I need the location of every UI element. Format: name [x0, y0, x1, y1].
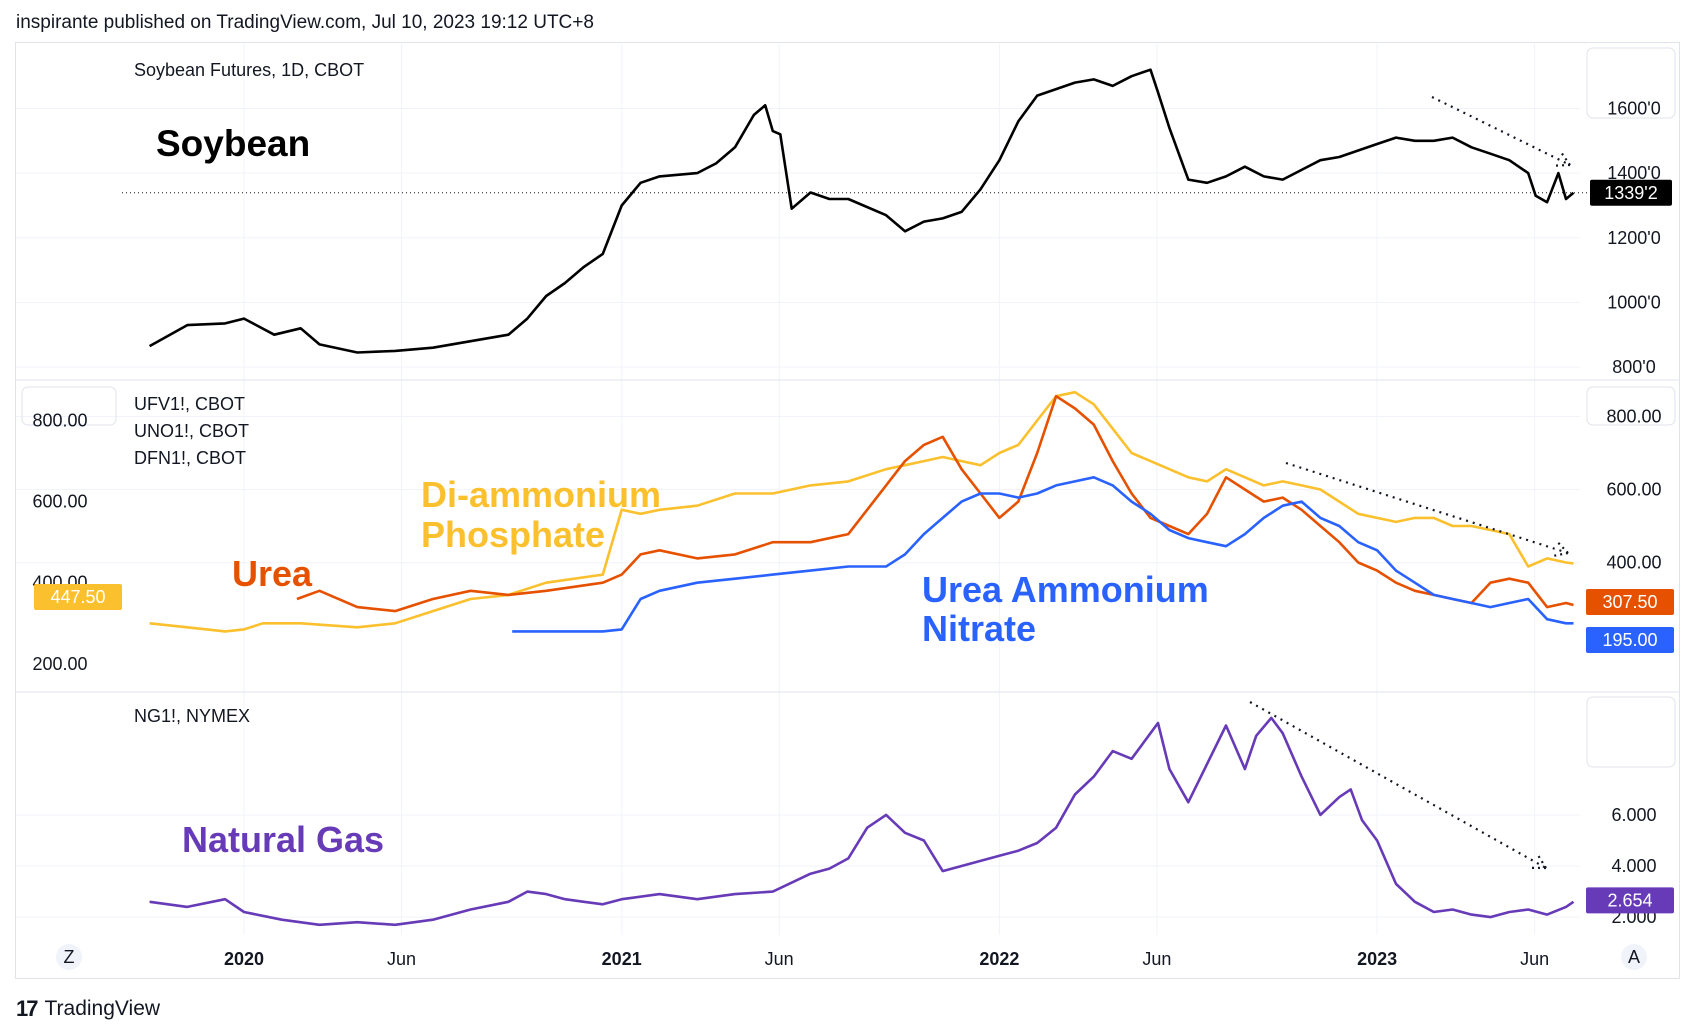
- natgas-series-line[interactable]: [149, 716, 1575, 927]
- uan-price-tag-bg: [1586, 627, 1674, 653]
- uno-legend[interactable]: UNO1!, CBOT: [134, 421, 249, 441]
- dap-price-tag-label: 447.50: [50, 587, 105, 607]
- uan-series-line[interactable]: [512, 475, 1574, 633]
- z-button-label[interactable]: Z: [64, 947, 75, 967]
- a-button-label[interactable]: A: [1628, 947, 1640, 967]
- footer: 17 TradingView: [16, 996, 160, 1022]
- dap-annotation-line2: Phosphate: [421, 514, 605, 555]
- zoom-reset-button[interactable]: Z: [56, 944, 82, 970]
- ng-scale-box[interactable]: [1586, 696, 1676, 768]
- fert-left-y-tick: 200.00: [32, 654, 87, 674]
- soybean-trend-arrow-head-a: [1551, 163, 1571, 167]
- soybean-scale-box[interactable]: [1586, 47, 1676, 119]
- fert-right-y-tick: 400.00: [1606, 553, 1661, 573]
- trend-lines: [1249, 96, 1571, 870]
- tradingview-brand[interactable]: TradingView: [44, 997, 161, 1020]
- ng-legend-title[interactable]: NG1!, NYMEX: [134, 706, 250, 726]
- urea-price-tag-label: 307.50: [1602, 592, 1657, 612]
- natgas-annotation: Natural Gas: [182, 819, 384, 860]
- urea-annotation: Urea: [232, 553, 313, 594]
- soybean-price-tag-bg: [1590, 179, 1672, 206]
- time-tick-label: 2022: [979, 949, 1019, 969]
- dap-annotation-line1: Di-ammonium: [421, 474, 661, 515]
- natgas-price-tag-label: 2.654: [1607, 890, 1652, 910]
- y-axis-labels: 1600'0 1400'0 1200'0 1000'0 800'0 800.00 600.0…: [32, 98, 1661, 927]
- fert-right-scale-box[interactable]: [1586, 386, 1676, 426]
- a-button-bg[interactable]: [1621, 944, 1647, 970]
- natgas-price-tag[interactable]: 2.654: [1586, 887, 1674, 914]
- soybean-series-line[interactable]: [148, 68, 1575, 354]
- fert-right-y-tick: 600.00: [1606, 480, 1661, 500]
- time-tick-label: 2021: [602, 949, 642, 969]
- soybean-legend-title[interactable]: Soybean Futures, 1D, CBOT: [134, 60, 364, 80]
- fert-right-y-tick: 800.00: [1606, 407, 1661, 427]
- soybean-y-tick: 1600'0: [1607, 98, 1661, 118]
- soybean-y-tick: 1200'0: [1607, 228, 1661, 248]
- soybean-y-tick: 1400'0: [1607, 163, 1661, 183]
- time-tick-label: Jun: [1520, 949, 1549, 969]
- dap-price-tag[interactable]: 447.50: [34, 584, 122, 610]
- fert-left-scale-box[interactable]: [21, 386, 117, 426]
- ufv-legend[interactable]: UFV1!, CBOT: [134, 394, 245, 414]
- uan-annotation-line2: Nitrate: [922, 608, 1036, 649]
- time-axis: 2020 Jun 2021 Jun 2022 Jun 2023 Jun: [224, 949, 1549, 969]
- soybean-y-tick: 1000'0: [1607, 292, 1661, 312]
- soybean-last-price-tag[interactable]: 1339'2: [1590, 179, 1672, 206]
- natgas-price-tag-bg: [1586, 887, 1674, 914]
- time-tick-label: Jun: [387, 949, 416, 969]
- fertilizer-trend-arrow-head-a: [1550, 551, 1569, 558]
- tradingview-logo-icon[interactable]: 17: [16, 996, 39, 1021]
- uan-price-tag[interactable]: 195.00: [1586, 627, 1674, 653]
- soybean-y-tick: 800'0: [1612, 357, 1655, 377]
- z-button-bg[interactable]: [56, 944, 82, 970]
- soybean-annotation: Soybean: [156, 123, 310, 164]
- time-tick-label: 2020: [224, 949, 264, 969]
- urea-price-tag[interactable]: 307.50: [1586, 589, 1674, 615]
- fert-left-y-tick: 800.00: [32, 411, 87, 431]
- fertilizer-trend-arrow[interactable]: [1285, 461, 1569, 555]
- fertilizer-trend-arrow-head-b: [1554, 539, 1569, 554]
- natgas-trend-arrow[interactable]: [1249, 701, 1547, 869]
- chart-frame: [15, 42, 1680, 979]
- uan-annotation-line1: Urea Ammonium: [922, 569, 1209, 610]
- publication-header: inspirante published on TradingView.com,…: [16, 12, 594, 33]
- dap-price-tag-bg: [34, 584, 122, 610]
- price-tags: 1339'2 447.50 307.50 195.00 2.654: [34, 179, 1674, 914]
- ng-y-tick: 6.000: [1611, 805, 1656, 825]
- ng-y-tick: 4.000: [1611, 856, 1656, 876]
- time-tick-label: Jun: [1142, 949, 1171, 969]
- time-tick-label: Jun: [765, 949, 794, 969]
- soybean-trend-arrow[interactable]: [1431, 96, 1571, 166]
- soybean-price-tag-label: 1339'2: [1604, 183, 1658, 203]
- dap-series-line[interactable]: [149, 390, 1574, 633]
- series-layer: [148, 68, 1575, 927]
- uan-price-tag-label: 195.00: [1602, 630, 1657, 650]
- auto-scale-button[interactable]: A: [1621, 944, 1647, 970]
- time-tick-label: 2023: [1357, 949, 1397, 969]
- urea-series-line[interactable]: [296, 394, 1574, 613]
- urea-price-tag-bg: [1586, 589, 1674, 615]
- dfn-legend[interactable]: DFN1!, CBOT: [134, 448, 246, 468]
- fert-left-y-tick: 600.00: [32, 492, 87, 512]
- pane-separators: [16, 379, 1680, 693]
